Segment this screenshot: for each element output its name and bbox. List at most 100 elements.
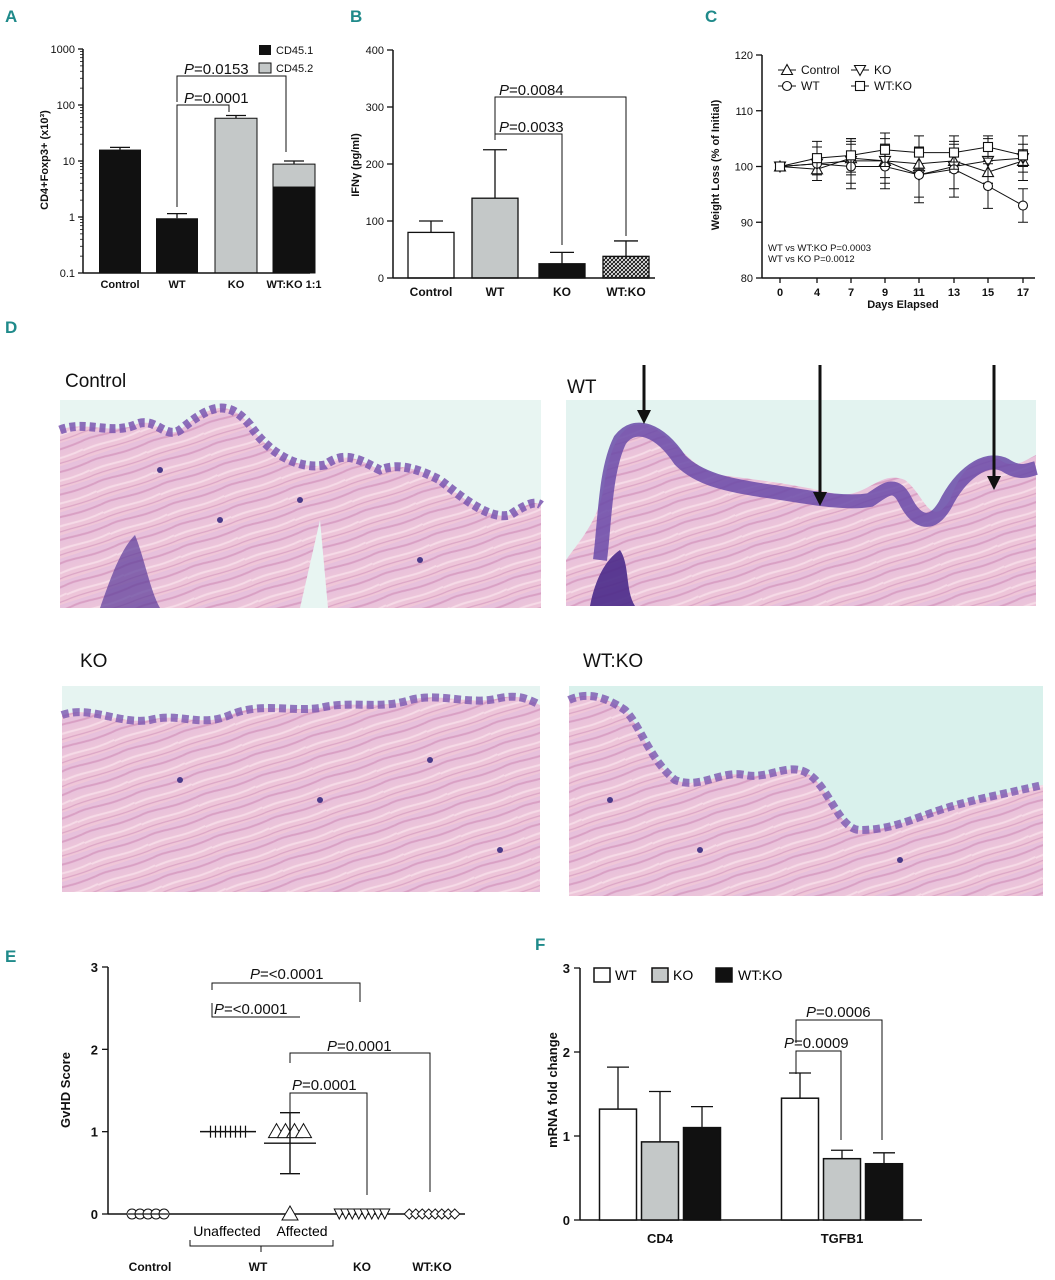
histology-label-wt: WT [567, 377, 597, 398]
panel-f-ytick-label: 2 [563, 1045, 570, 1060]
panel-b-bar-ko [538, 263, 586, 279]
panel-f-ylabel: mRNA fold change [545, 1032, 560, 1148]
panel-f-xtick-tgfb1: TGFB1 [821, 1231, 864, 1246]
panel-b-xtick-wt: WT [486, 285, 505, 299]
panel-a-bracket-2 [176, 104, 230, 207]
panel-e-ylabel: GvHD Score [58, 1052, 73, 1128]
panel-e-mean-sd-affected [264, 1112, 316, 1175]
panel-a-xtick-control: Control [100, 279, 139, 291]
panel-b-error-wt-ko [614, 240, 638, 257]
panel-e-point-wt-ko [449, 1208, 461, 1220]
panel-c-ylabel: Weight Loss (% of Initial) [710, 99, 722, 230]
histology-image-wt [566, 400, 1038, 606]
panel-e-axes: 0 1 2 3 [91, 960, 465, 1222]
panel-c-xtick-label: 17 [1017, 287, 1029, 299]
panel-a-ytick-label: 1 [69, 212, 75, 224]
panel-e-xtick-wtko: WT:KO [412, 1260, 451, 1274]
panel-c-xtick-label: 11 [913, 287, 925, 299]
histology-arrows [637, 365, 1001, 506]
panel-label-d: D [5, 318, 17, 337]
panel-b-ytick-label: 200 [366, 159, 384, 171]
panel-c-point-wt-ko [913, 147, 925, 158]
panel-b-bars [393, 149, 655, 279]
panel-e-point-affected [281, 1204, 299, 1221]
legend-swatch-wt [593, 967, 611, 983]
panel-b-error-ko [550, 251, 574, 264]
panel-a-error-wt [167, 212, 187, 219]
panel-f-pvalue-2: P=0.0009 [784, 1035, 849, 1052]
panel-e-pvalue-4: P=0.0001 [292, 1077, 357, 1094]
panel-e-xtick-ko: KO [353, 1260, 371, 1274]
panel-c-legend-marker-control [780, 63, 794, 76]
panel-e-bracket-1 [211, 982, 361, 1002]
legend-swatch-cd45-2 [258, 62, 272, 74]
panel-c-point-wt-ko [774, 161, 786, 172]
panel-c-legend-label-wt: WT [801, 79, 820, 93]
panel-e-ytick-label: 1 [91, 1125, 98, 1140]
panel-e-bracket-3 [289, 1052, 431, 1192]
panel-e-pvalue-2: P=<0.0001 [214, 1001, 287, 1018]
panel-b-xtick-control: Control [410, 285, 453, 299]
legend-swatch-ko [651, 967, 669, 983]
panel-a-bar-wt-cd45-1 [156, 218, 198, 273]
panel-a-ytick-label: 10 [63, 156, 75, 168]
panel-f-error-tgfb1-wt-ko [873, 1152, 895, 1164]
panel-c-axes: 80 90 100 110 120 0 4 7 9 11 13 15 17 [735, 50, 1035, 299]
panel-a-ytick-label: 0.1 [60, 268, 75, 280]
panel-e-points [126, 1112, 461, 1221]
panel-e-wt-bracket [189, 1240, 334, 1252]
panel-c-chart: Weight Loss (% of Initial) Days Elapsed … [710, 50, 1035, 311]
panel-c-legend-label-wt-ko: WT:KO [874, 79, 912, 93]
panel-f-bar-tgfb1-wt [780, 1097, 820, 1221]
panel-b-xtick-ko: KO [553, 285, 571, 299]
panel-b-error-wt [483, 149, 507, 199]
legend-label-wtko: WT:KO [738, 967, 782, 983]
panel-c-legend-label-control: Control [801, 63, 840, 77]
panel-a-xtick-ko: KO [228, 279, 245, 291]
panel-c-xtick-label: 0 [777, 287, 783, 299]
panel-e-xtick-control: Control [129, 1260, 172, 1274]
panel-b-chart: IFNγ (pg/ml) 0 100 200 300 400 Control WT KO WT… [350, 45, 655, 299]
panel-c-legend-marker-wt-ko [854, 80, 866, 92]
panel-c-series [773, 132, 1030, 223]
panel-c-xtick-label: 13 [948, 287, 960, 299]
panel-f-bracket-1 [795, 1019, 883, 1140]
panel-b-ytick-label: 400 [366, 45, 384, 57]
panel-c-legend-marker-ko [853, 64, 867, 77]
panel-c-ytick-label: 120 [735, 50, 753, 62]
panel-c-xtick-label: 9 [882, 287, 888, 299]
panel-a-xtick-wt: WT [168, 279, 185, 291]
panel-c-ytick-label: 100 [735, 162, 753, 174]
panel-a-pvalue-1: P=0.0153 [184, 61, 249, 78]
histology-image-ko [60, 686, 542, 892]
panel-e-ytick-label: 0 [91, 1207, 98, 1222]
legend-label-wt: WT [615, 967, 637, 983]
panel-f-xtick-cd4: CD4 [647, 1231, 674, 1246]
panel-a-xtick-wt-ko-1-1: WT:KO 1:1 [267, 279, 322, 291]
histology-label-control: Control [65, 371, 126, 392]
panel-a-pvalue-2: P=0.0001 [184, 90, 249, 107]
panel-a-ytick-label: 1000 [51, 44, 75, 56]
panel-b-ytick-label: 300 [366, 102, 384, 114]
panel-c-stat-2: WT vs KO P=0.0012 [768, 254, 855, 265]
panel-e-bracket-4 [289, 1092, 368, 1195]
panel-e-subtick-unaffected: Unaffected [193, 1223, 260, 1239]
legend-swatch-wtko [715, 967, 733, 983]
panel-c-xlabel: Days Elapsed [867, 299, 939, 311]
panel-f-pvalue-1: P=0.0006 [806, 1004, 871, 1021]
arrow-3-head [987, 476, 1001, 490]
panel-a-bar-control-cd45-1 [99, 149, 141, 273]
legend-label-cd45-2: CD45.2 [276, 63, 313, 75]
panel-c-line-wt [779, 163, 1024, 206]
arrow-1-head [637, 410, 651, 424]
panel-f-error-tgfb1-wt [789, 1072, 811, 1099]
panel-b-bracket-1 [494, 96, 627, 236]
histology-image-control [58, 400, 544, 608]
panel-c-point-wt-ko [1017, 150, 1029, 161]
panel-label-e: E [5, 947, 16, 966]
panel-c-point-wt-ko [879, 144, 891, 155]
panel-e-ytick-label: 2 [91, 1042, 98, 1057]
panel-label-c: C [705, 7, 717, 26]
legend-label-ko: KO [673, 967, 693, 983]
